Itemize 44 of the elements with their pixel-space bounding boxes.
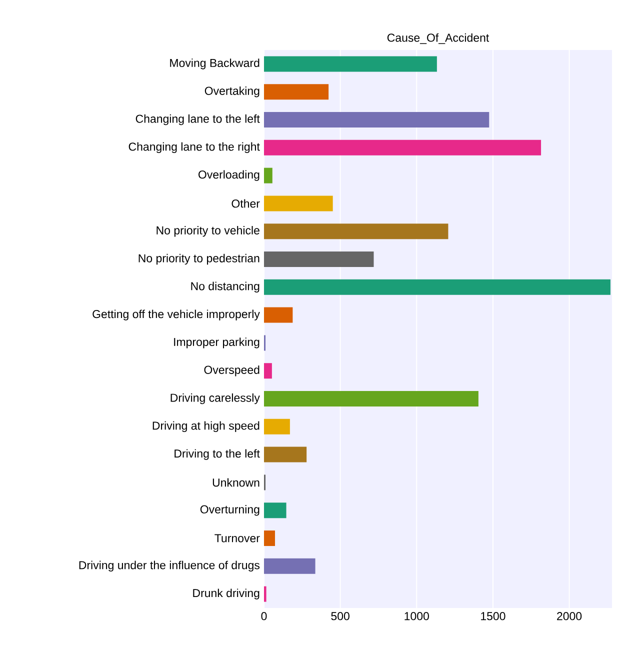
y-tick-label: Changing lane to the left <box>136 114 260 126</box>
bar <box>264 196 333 212</box>
bar <box>264 586 266 602</box>
bar <box>264 530 275 546</box>
x-tick-label: 500 <box>331 612 350 620</box>
bar <box>264 252 374 268</box>
y-tick-label: Driving carelessly <box>170 393 260 404</box>
y-tick-label: Driving under the influence of drugs <box>79 560 260 572</box>
y-tick-label: Moving Backward <box>170 58 260 70</box>
y-tick-label: Drunk driving <box>193 588 260 600</box>
y-tick-label: Driving to the left <box>174 449 260 460</box>
y-tick-label: No priority to pedestrian <box>138 254 260 265</box>
x-tick-label: 0 <box>261 612 267 620</box>
y-tick-label: Overspeed <box>204 366 260 376</box>
y-tick-label: Unknown <box>212 478 260 487</box>
y-tick-label: Turnover <box>214 534 260 542</box>
y-tick-label: No distancing <box>191 282 260 293</box>
bar <box>264 140 542 156</box>
y-tick-label: Overturning <box>200 505 260 516</box>
bar <box>264 446 307 462</box>
y-tick-label: Changing lane to the right <box>128 142 260 154</box>
x-tick-label: 2000 <box>557 612 582 620</box>
bar <box>264 363 272 379</box>
y-tick-label: Overloading <box>198 170 260 181</box>
y-tick-label: Improper parking <box>174 338 260 348</box>
x-tick-label: 1000 <box>404 612 429 620</box>
y-tick-label: Overtaking <box>204 86 260 98</box>
bar <box>264 307 293 323</box>
bar <box>264 558 316 574</box>
y-tick-label: Getting off the vehicle improperly <box>92 310 260 320</box>
bar <box>264 112 490 128</box>
bar <box>264 502 286 518</box>
chart-title: Cause_Of_Accident <box>387 33 490 44</box>
bar <box>264 391 478 407</box>
bar <box>264 279 610 295</box>
bar <box>264 168 272 184</box>
bar <box>264 418 290 434</box>
y-tick-label: Driving at high speed <box>152 421 260 432</box>
bar <box>264 84 329 100</box>
y-tick-label: No priority to vehicle <box>156 226 260 237</box>
bar <box>264 56 437 72</box>
y-tick-label: Other <box>232 199 260 208</box>
bar <box>264 224 448 240</box>
x-tick-label: 1500 <box>481 612 506 620</box>
